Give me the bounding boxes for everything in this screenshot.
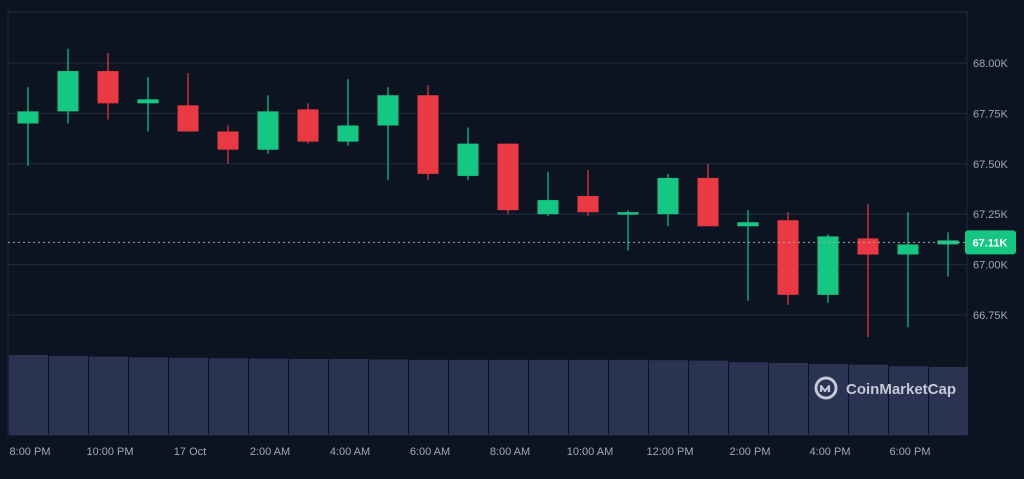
candle-body	[657, 177, 679, 215]
volume-bar	[49, 355, 88, 435]
volume-bar	[729, 362, 768, 435]
volume-bar	[609, 359, 648, 435]
y-axis-ticks: 68.00K 67.75K 67.50K 67.25K 67.00K 66.75K	[973, 58, 1009, 322]
coinmarketcap-logo-icon	[814, 376, 838, 400]
x-tick-label: 12:00 PM	[646, 446, 693, 458]
x-tick-label: 2:00 AM	[250, 446, 290, 458]
last-price-tag-bg	[965, 230, 1016, 255]
candle-body	[137, 99, 159, 104]
candle-body	[777, 220, 799, 295]
volume-bar	[369, 359, 408, 435]
candle-body	[537, 200, 559, 215]
x-tick-label: 6:00 PM	[890, 446, 931, 458]
volume-bar	[649, 360, 688, 435]
x-tick-label: 10:00 PM	[86, 446, 133, 458]
candle-body	[417, 95, 439, 174]
volume-bar	[409, 359, 448, 435]
candle-body	[297, 109, 319, 142]
volume-bar	[249, 358, 288, 435]
last-price-label: 67.11K	[973, 237, 1008, 249]
candle-body	[897, 244, 919, 255]
brand-name: CoinMarketCap	[846, 381, 956, 398]
volume-bar	[9, 355, 48, 435]
volume-bar	[449, 359, 488, 435]
x-tick-label: 8:00 AM	[490, 446, 530, 458]
candles	[17, 48, 959, 338]
candle-body	[177, 105, 199, 132]
volume-bar	[169, 357, 208, 435]
volume-bar	[329, 359, 368, 435]
x-tick-label: 8:00 PM	[10, 446, 51, 458]
volume-bar	[689, 360, 728, 435]
candle-body	[217, 131, 239, 150]
candle-body	[17, 111, 39, 124]
x-tick-label: 2:00 PM	[730, 446, 771, 458]
candle-body	[577, 196, 599, 213]
candle-body	[377, 95, 399, 126]
x-tick-label: 10:00 AM	[567, 446, 613, 458]
x-tick-label: 6:00 AM	[410, 446, 450, 458]
candle-body	[697, 177, 719, 227]
volume-bar	[529, 359, 568, 435]
y-tick-label: 67.75K	[973, 108, 1009, 120]
coinmarketcap-watermark: CoinMarketCap	[814, 376, 956, 400]
y-tick-label: 66.75K	[973, 310, 1009, 322]
volume-bar	[769, 363, 808, 435]
volume-bar	[809, 363, 848, 435]
volume-bar	[289, 359, 328, 435]
candle-body	[57, 71, 79, 112]
volume-bar	[929, 367, 968, 435]
candle-body	[857, 238, 879, 255]
x-tick-label: 17 Oct	[174, 446, 206, 458]
volume-bar	[89, 356, 128, 435]
x-tick-label: 4:00 AM	[330, 446, 370, 458]
candle-body	[737, 222, 759, 227]
candle-body	[617, 212, 639, 215]
candle-body	[337, 125, 359, 142]
last-price-tag: 67.11K	[965, 230, 1016, 255]
x-tick-label: 4:00 PM	[810, 446, 851, 458]
volume-bar	[889, 366, 928, 435]
y-tick-label: 67.50K	[973, 159, 1009, 171]
y-tick-label: 68.00K	[973, 58, 1009, 70]
candle-body	[817, 236, 839, 295]
candle-body	[97, 71, 119, 104]
x-axis-ticks: 8:00 PM 10:00 PM 17 Oct 2:00 AM 4:00 AM 6:00 …	[10, 446, 931, 458]
volume-bar	[209, 358, 248, 435]
candle-body	[257, 111, 279, 150]
volume-bars	[9, 355, 968, 435]
volume-bar	[129, 357, 168, 435]
volume-bar	[569, 359, 608, 435]
candle-body	[497, 143, 519, 211]
volume-bar	[489, 359, 528, 435]
y-tick-label: 67.25K	[973, 209, 1009, 221]
candle-body	[457, 143, 479, 176]
y-tick-label: 67.00K	[973, 260, 1009, 272]
volume-bar	[849, 364, 888, 435]
